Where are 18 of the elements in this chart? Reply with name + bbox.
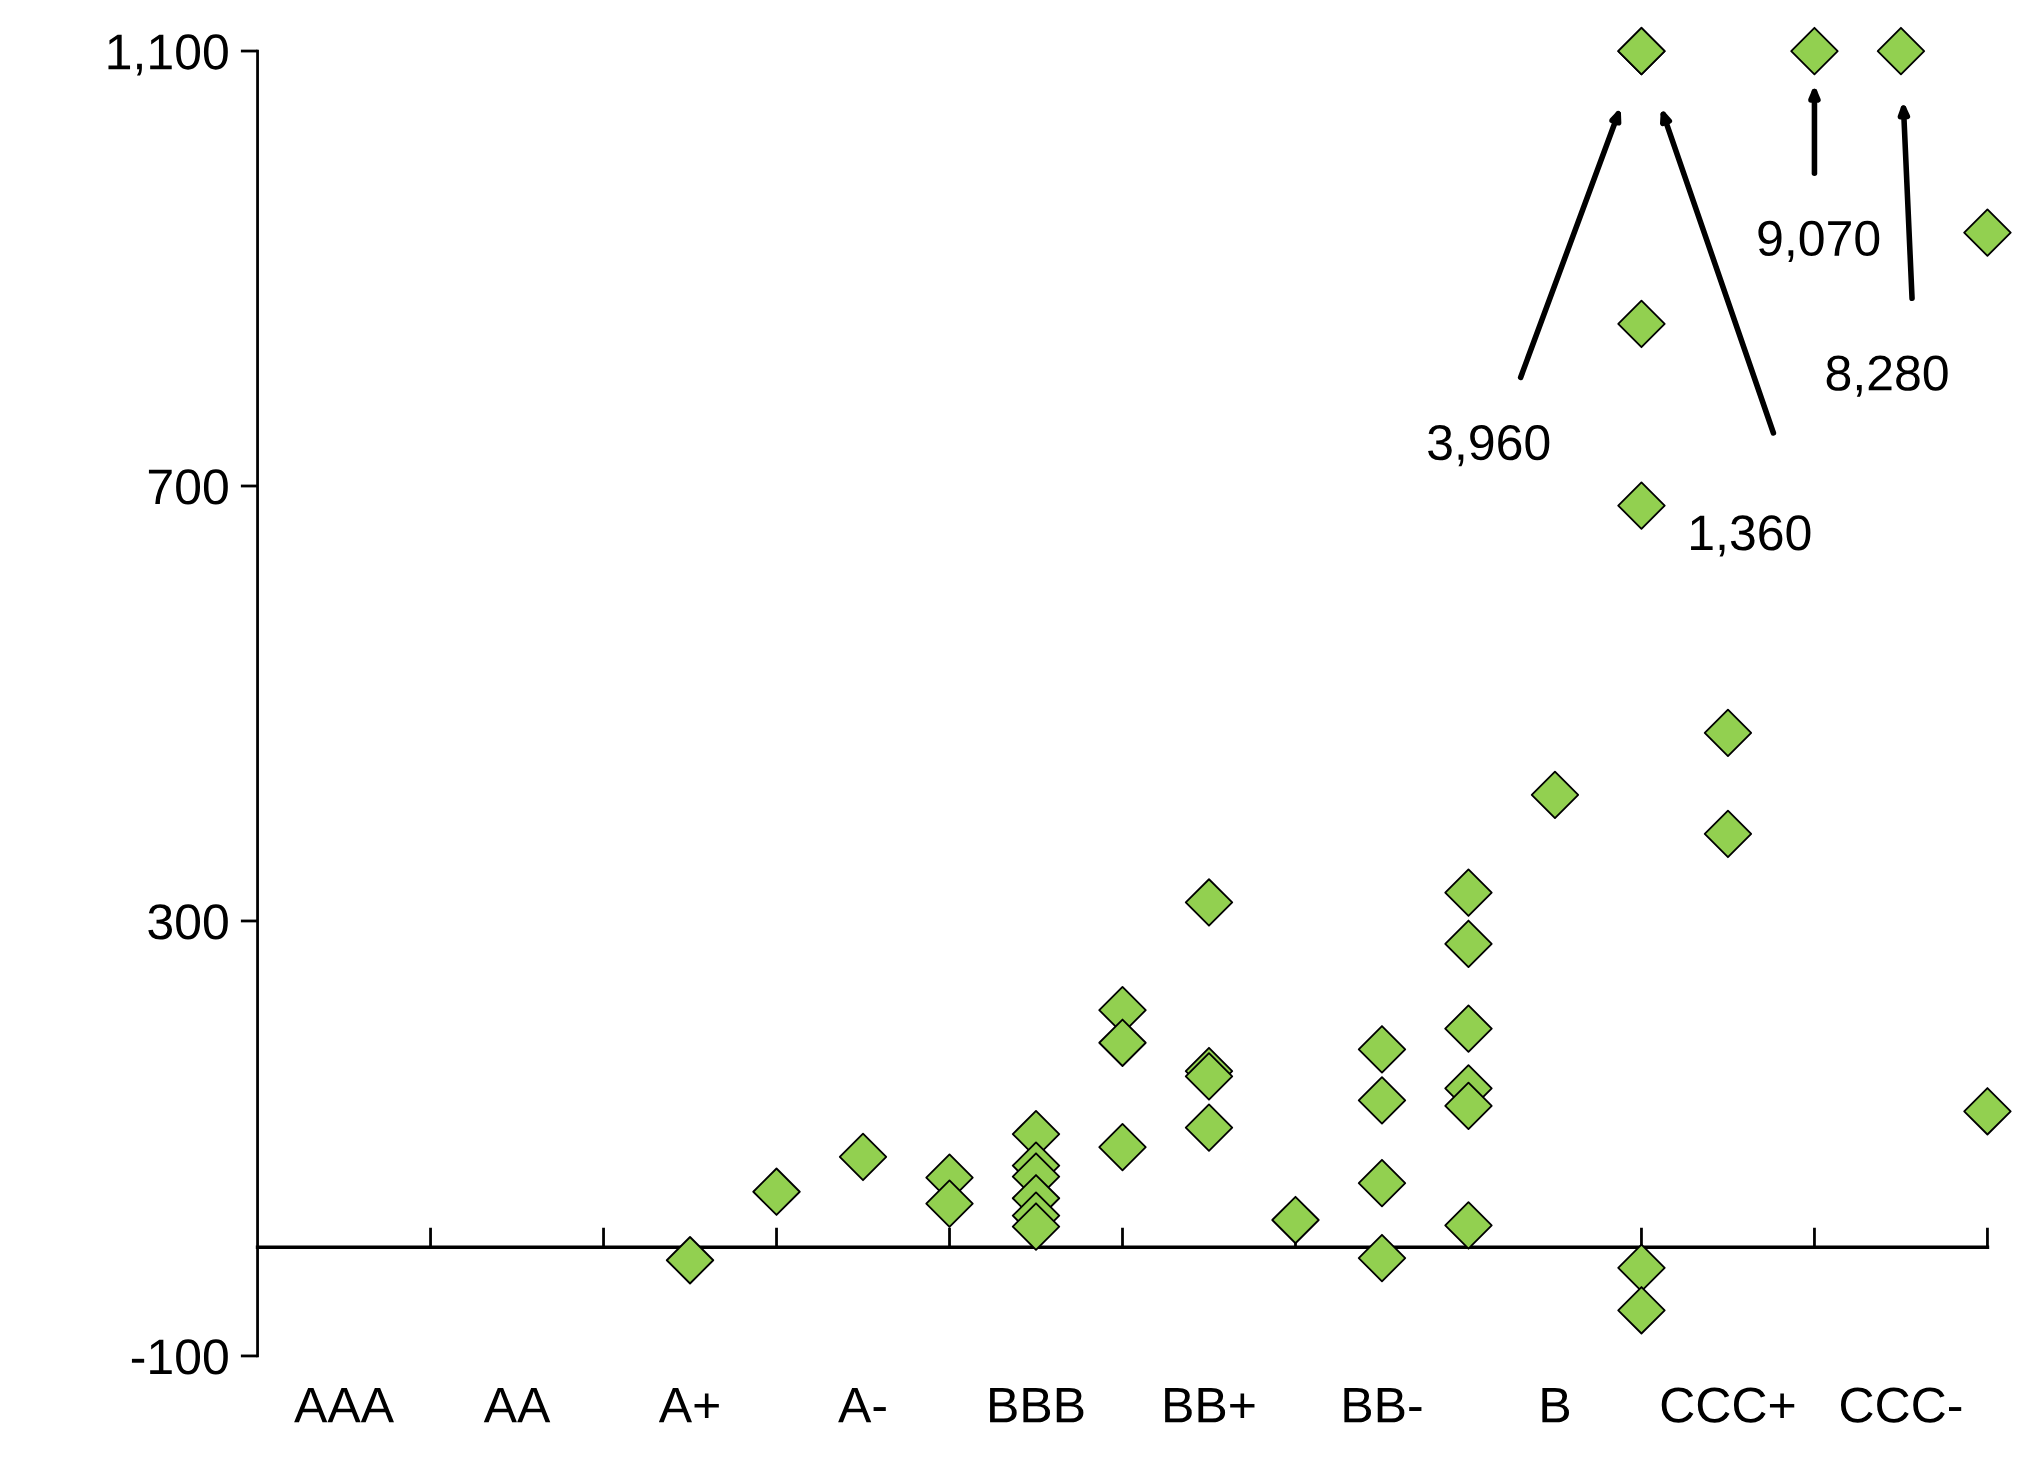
x-tick-label: AA [483, 1387, 551, 1423]
x-tick-label: CCC+ [1661, 1387, 1795, 1423]
annotation: 1,360 [1691, 515, 1811, 557]
x-tick-label: B [1542, 1387, 1569, 1423]
y-tick-label: -100 [131, 1339, 228, 1375]
x-tick-label: AAA [294, 1387, 394, 1423]
x-tick-label: CCC- [1841, 1387, 1962, 1423]
x-tick-label: A- [838, 1387, 886, 1423]
x-tick-label: BB+ [1165, 1387, 1255, 1423]
annotation: 9,070 [1758, 220, 1880, 263]
annotation: 3,960 [1428, 424, 1550, 467]
x-tick-label: BB- [1344, 1387, 1422, 1423]
y-tick-label: 700 [148, 469, 228, 505]
y-tick-label: 300 [148, 904, 228, 940]
x-tick-label: A+ [658, 1387, 719, 1423]
x-tick-label: BBB [990, 1387, 1084, 1423]
y-tick-label: 1,100 [108, 34, 228, 76]
annotation: 8,280 [1826, 355, 1948, 397]
